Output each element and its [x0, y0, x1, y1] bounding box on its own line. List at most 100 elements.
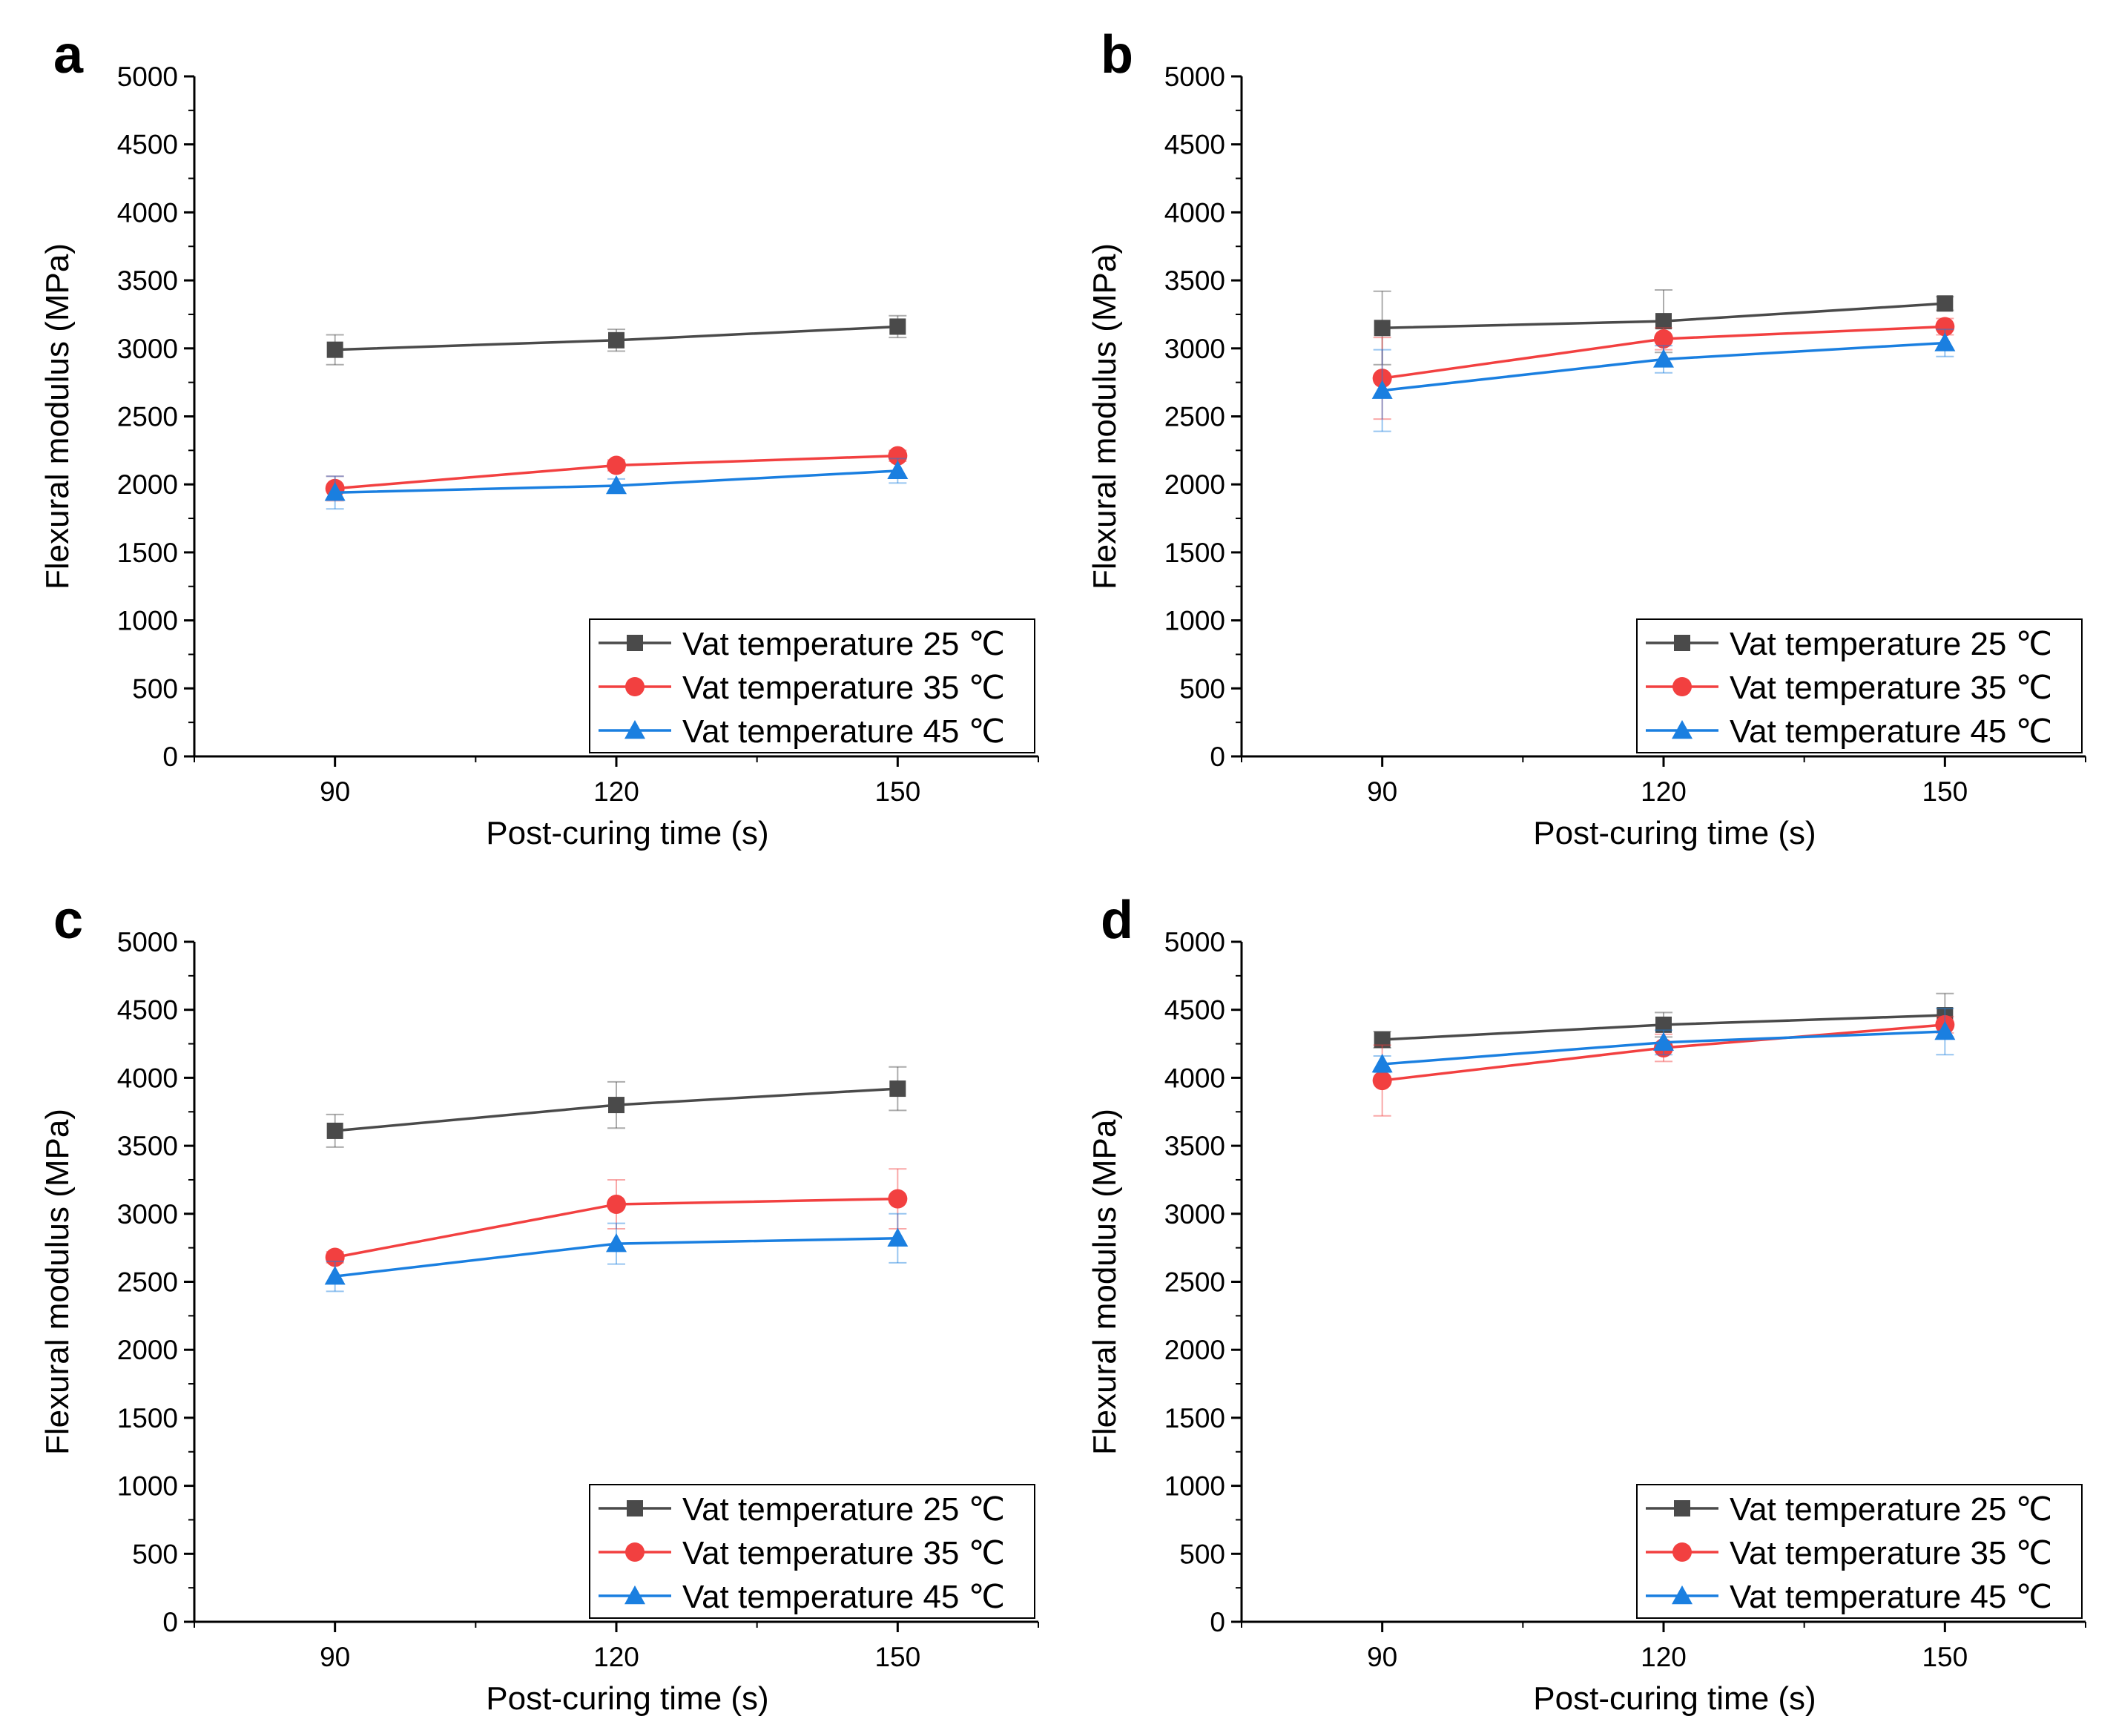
data-point [324, 1266, 346, 1285]
y-tick-label: 500 [132, 673, 178, 704]
legend-marker [627, 1500, 643, 1516]
y-tick-label: 0 [162, 1607, 178, 1637]
y-tick-label: 1500 [1164, 538, 1225, 568]
panel-letter: c [53, 891, 83, 950]
data-point [889, 318, 906, 335]
data-point [325, 1247, 345, 1267]
legend-item: Vat temperature 25 ℃ [1646, 626, 2052, 662]
data-point [888, 1189, 908, 1209]
y-tick-label: 3500 [1164, 265, 1225, 296]
data-point [1374, 1032, 1391, 1049]
chart-panel-c: c 0 500 1000 1500 2000 2500 3000 3500 4000 4500 500… [39, 891, 1039, 1717]
y-tick-label: 500 [132, 1539, 178, 1569]
legend-marker [1672, 720, 1693, 739]
data-point [1934, 1021, 1956, 1040]
data-point [608, 331, 624, 349]
series-2 [325, 1168, 908, 1267]
y-axis-title: Flexural modulus (MPa) [39, 243, 76, 590]
legend-item: Vat temperature 35 ℃ [1646, 1535, 2052, 1571]
y-tick-label: 5000 [117, 927, 178, 957]
data-point [1937, 295, 1954, 312]
legend-item: Vat temperature 45 ℃ [599, 713, 1005, 750]
series-1 [1373, 288, 1954, 366]
data-point [606, 475, 627, 495]
y-tick-label: 0 [162, 742, 178, 772]
legend-marker [625, 677, 645, 696]
legend-label: Vat temperature 35 ℃ [1730, 1535, 2052, 1571]
x-tick-label: 120 [593, 776, 639, 807]
x-axis-title: Post-curing time (s) [486, 1680, 768, 1717]
legend-item: Vat temperature 35 ℃ [599, 670, 1005, 706]
y-tick-label: 2500 [117, 1267, 178, 1298]
legend-marker [1672, 1542, 1692, 1562]
data-point [1655, 313, 1672, 330]
y-tick-label: 3500 [117, 1131, 178, 1161]
y-tick-label: 500 [1179, 673, 1225, 704]
data-point [1371, 380, 1393, 399]
legend-label: Vat temperature 45 ℃ [1730, 713, 2052, 750]
y-tick-label: 4000 [117, 1063, 178, 1093]
legend-label: Vat temperature 45 ℃ [1730, 1579, 2052, 1615]
panel-letter: d [1101, 891, 1133, 950]
data-point [1655, 1016, 1672, 1033]
chart-panel-d: d 0 500 1000 1500 2000 2500 3000 3500 4000 4500 500… [1087, 891, 2086, 1717]
x-tick-label: 150 [1922, 1642, 1968, 1672]
legend-label: Vat temperature 35 ℃ [682, 1535, 1005, 1571]
panel-letter: a [53, 25, 84, 85]
x-axis-title: Post-curing time (s) [1533, 815, 1816, 851]
data-point [1372, 369, 1392, 389]
legend-label: Vat temperature 45 ℃ [682, 1579, 1005, 1615]
chart-panel-a: a 0 500 1000 1500 2000 2500 3000 3500 4000 4500 500… [39, 25, 1039, 851]
legend-marker [1674, 635, 1690, 651]
legend: Vat temperature 25 ℃ Vat temperature 35 ℃… [1636, 1484, 2083, 1619]
data-point [1653, 349, 1674, 368]
data-point [1654, 329, 1673, 349]
legend: Vat temperature 25 ℃ Vat temperature 35 ℃… [589, 618, 1035, 753]
y-tick-label: 4000 [1164, 1063, 1225, 1093]
y-tick-label: 4500 [1164, 130, 1225, 160]
x-tick-label: 90 [1367, 1642, 1397, 1672]
legend-label: Vat temperature 25 ℃ [1730, 1491, 2052, 1528]
x-axis-title: Post-curing time (s) [1533, 1680, 1816, 1717]
data-point [1934, 332, 1956, 352]
y-tick-label: 1000 [1164, 606, 1225, 636]
y-axis-title: Flexural modulus (MPa) [1087, 1109, 1123, 1455]
y-tick-label: 4000 [1164, 197, 1225, 228]
y-tick-label: 4000 [117, 197, 178, 228]
x-tick-label: 150 [1922, 776, 1968, 807]
legend: Vat temperature 25 ℃ Vat temperature 35 ℃… [1636, 618, 2083, 753]
x-tick-label: 90 [1367, 776, 1397, 807]
x-tick-label: 120 [593, 1642, 639, 1672]
legend-item: Vat temperature 25 ℃ [599, 1491, 1005, 1528]
legend-item: Vat temperature 45 ℃ [1646, 1579, 2052, 1615]
y-tick-label: 4500 [117, 130, 178, 160]
legend-label: Vat temperature 25 ℃ [682, 1491, 1005, 1528]
legend-item: Vat temperature 45 ℃ [599, 1579, 1005, 1615]
y-tick-label: 1500 [117, 1403, 178, 1433]
x-tick-label: 90 [320, 1642, 350, 1672]
legend-marker [625, 1542, 645, 1562]
data-point [326, 1122, 343, 1139]
x-axis-title: Post-curing time (s) [486, 815, 768, 851]
y-tick-label: 3000 [1164, 334, 1225, 364]
series-2 [325, 446, 908, 502]
x-tick-label: 150 [874, 776, 920, 807]
y-tick-label: 5000 [117, 62, 178, 92]
series-3 [324, 1212, 909, 1293]
panel-letter: b [1101, 25, 1133, 85]
data-point [606, 1233, 627, 1253]
y-tick-label: 5000 [1164, 927, 1225, 957]
series-1 [326, 1066, 907, 1148]
y-tick-label: 5000 [1164, 62, 1225, 92]
legend-label: Vat temperature 35 ℃ [682, 670, 1005, 706]
y-tick-label: 1000 [1164, 1471, 1225, 1502]
y-tick-label: 4500 [1164, 995, 1225, 1026]
series-3 [324, 458, 909, 510]
legend-item: Vat temperature 45 ℃ [1646, 713, 2052, 750]
legend-label: Vat temperature 25 ℃ [682, 626, 1005, 662]
legend-marker [624, 720, 645, 739]
chart-panel-b: b 0 500 1000 1500 2000 2500 3000 3500 4000 4500 500… [1087, 25, 2086, 851]
y-tick-label: 1500 [117, 538, 178, 568]
data-point [1374, 320, 1391, 337]
